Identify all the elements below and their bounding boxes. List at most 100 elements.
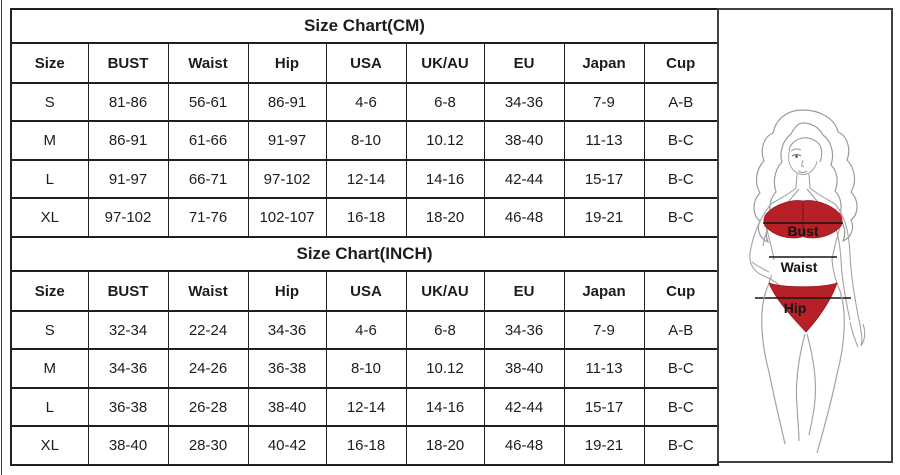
table-row: L 91-97 66-71 97-102 12-14 14-16 42-44 15-17 B-C <box>10 158 719 200</box>
column-header: Cup <box>643 42 719 84</box>
table-row: M 34-36 24-26 36-38 8-10 10.12 38-40 11-13 B-C <box>10 348 719 389</box>
table-cell: 61-66 <box>167 120 249 161</box>
table-cell: 16-18 <box>325 425 407 466</box>
table-cell: 34-36 <box>87 348 169 389</box>
column-header: Japan <box>563 270 645 312</box>
table-cell: 38-40 <box>87 425 169 466</box>
shoulders <box>770 187 836 205</box>
column-header: USA <box>325 42 407 84</box>
table-cell: 81-86 <box>87 81 169 123</box>
column-header: Cup <box>643 270 719 312</box>
column-header: Hip <box>247 42 327 84</box>
nose <box>800 159 805 167</box>
table-row: XL 97-102 71-76 102-107 16-18 18-20 46-48 19-21… <box>10 197 719 238</box>
neck <box>795 173 811 189</box>
table-cell: 24-26 <box>167 348 249 389</box>
table-cell: S <box>10 81 89 123</box>
mouth <box>797 170 808 173</box>
hip-label: Hip <box>784 300 807 316</box>
size-chart-cm-section: Size Chart(CM) Size BUST Waist Hip USA UK/AU E… <box>10 7 719 238</box>
table-cell: 10.12 <box>405 120 485 161</box>
size-chart-table: Size Chart(CM) Size BUST Waist Hip USA UK/AU E… <box>10 7 719 466</box>
table-cell: 14-16 <box>405 158 485 200</box>
table-title-row: Size Chart(INCH) <box>10 235 719 273</box>
table-cell: M <box>10 348 89 389</box>
table-header-row: Size BUST Waist Hip USA UK/AU EU Japan Cup <box>10 42 719 84</box>
bikini-top <box>763 200 804 239</box>
column-header: Waist <box>167 42 249 84</box>
table-cell: 10.12 <box>405 348 485 389</box>
table-cell: 86-91 <box>87 120 169 161</box>
waist-label-backing <box>771 260 827 275</box>
table-cell: 26-28 <box>167 386 249 428</box>
table-row: M 86-91 61-66 91-97 8-10 10.12 38-40 11-13 B-C <box>10 120 719 161</box>
table-cell: XL <box>10 197 89 238</box>
brow-left <box>790 148 802 152</box>
column-header: Size <box>10 42 89 84</box>
column-header: Waist <box>167 270 249 312</box>
table-title-inch: Size Chart(INCH) <box>10 235 719 273</box>
table-cell: S <box>10 309 89 351</box>
eye-left <box>791 153 802 157</box>
table-cell: B-C <box>643 120 719 161</box>
table-cell: 38-40 <box>483 348 565 389</box>
table-cell: 34-36 <box>483 81 565 123</box>
table-row: L 36-38 26-28 38-40 12-14 14-16 42-44 15-17 B-C <box>10 386 719 428</box>
table-cell: 34-36 <box>483 309 565 351</box>
table-cell: 28-30 <box>167 425 249 466</box>
table-cell: 86-91 <box>247 81 327 123</box>
table-cell: 6-8 <box>405 309 485 351</box>
table-cell: 91-97 <box>87 158 169 200</box>
table-cell: 91-97 <box>247 120 327 161</box>
table-cell: L <box>10 158 89 200</box>
table-cell: 46-48 <box>483 425 565 466</box>
table-cell: 36-38 <box>87 386 169 428</box>
column-header: BUST <box>87 270 169 312</box>
table-cell: 8-10 <box>325 120 407 161</box>
table-cell: 22-24 <box>167 309 249 351</box>
table-header-row: Size BUST Waist Hip USA UK/AU EU Japan Cup <box>10 270 719 312</box>
hair-outline <box>753 109 858 244</box>
table-row: S 32-34 22-24 34-36 4-6 6-8 34-36 7-9 A-B <box>10 309 719 351</box>
table-cell: 97-102 <box>87 197 169 238</box>
table-cell: XL <box>10 425 89 466</box>
column-header: BUST <box>87 42 169 84</box>
column-header: EU <box>483 42 565 84</box>
table-cell: 15-17 <box>563 386 645 428</box>
measurement-figure-panel: Bust Waist Hip <box>717 8 893 463</box>
table-cell: 7-9 <box>563 81 645 123</box>
table-cell: 38-40 <box>483 120 565 161</box>
table-cell: B-C <box>643 348 719 389</box>
table-cell: 102-107 <box>247 197 327 238</box>
table-cell: 32-34 <box>87 309 169 351</box>
table-cell: 15-17 <box>563 158 645 200</box>
table-cell: 19-21 <box>563 425 645 466</box>
size-chart-inch-section: Size Chart(INCH) Size BUST Waist Hip USA UK/A… <box>10 235 719 466</box>
table-cell: L <box>10 386 89 428</box>
table-cell: 38-40 <box>247 386 327 428</box>
table-cell: 16-18 <box>325 197 407 238</box>
table-cell: 46-48 <box>483 197 565 238</box>
bust-label: Bust <box>787 223 818 239</box>
table-row: S 81-86 56-61 86-91 4-6 6-8 34-36 7-9 A-B <box>10 81 719 123</box>
table-cell: 18-20 <box>405 197 485 238</box>
waist-label: Waist <box>781 259 818 275</box>
table-cell: A-B <box>643 309 719 351</box>
table-cell: 4-6 <box>325 81 407 123</box>
left-edge-line <box>1 0 2 475</box>
table-cell: M <box>10 120 89 161</box>
table-cell: 6-8 <box>405 81 485 123</box>
table-cell: 71-76 <box>167 197 249 238</box>
table-cell: 40-42 <box>247 425 327 466</box>
table-cell: 19-21 <box>563 197 645 238</box>
column-header: Japan <box>563 42 645 84</box>
column-header: Size <box>10 270 89 312</box>
column-header: UK/AU <box>405 270 485 312</box>
table-cell: 8-10 <box>325 348 407 389</box>
table-cell: 4-6 <box>325 309 407 351</box>
table-cell: B-C <box>643 386 719 428</box>
column-header: Hip <box>247 270 327 312</box>
table-cell: 36-38 <box>247 348 327 389</box>
table-cell: 11-13 <box>563 348 645 389</box>
column-header: USA <box>325 270 407 312</box>
